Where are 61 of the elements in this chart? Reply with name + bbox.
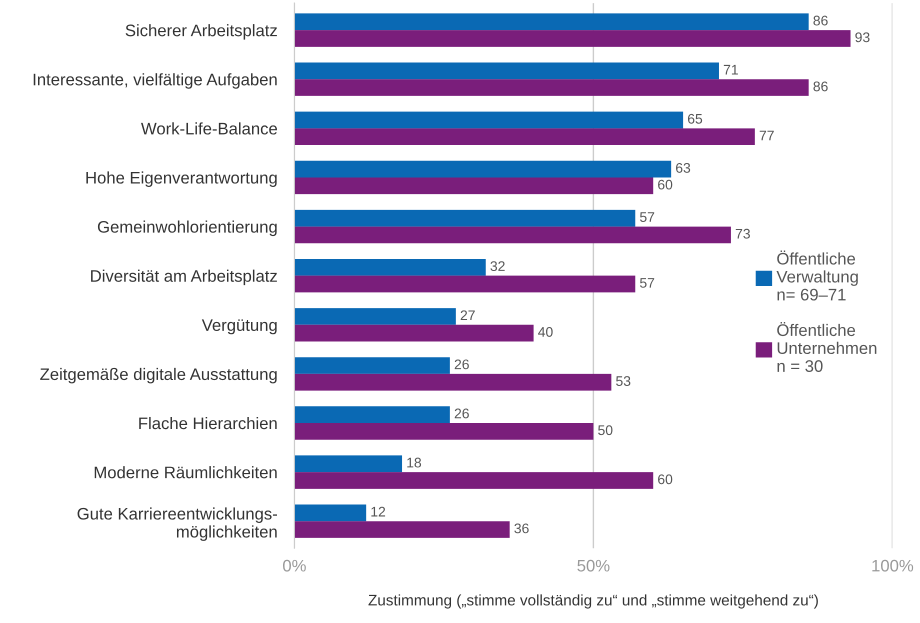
bar xyxy=(294,357,450,374)
x-tick-label: 0% xyxy=(283,560,306,572)
data-label: 50 xyxy=(598,425,612,436)
bar xyxy=(294,472,654,489)
bar xyxy=(294,79,809,96)
data-label: 32 xyxy=(490,261,505,272)
data-label: 60 xyxy=(658,474,672,484)
bar xyxy=(294,210,636,227)
y-tick-label: Zeitgemäße digitale Ausstattung xyxy=(40,368,277,384)
data-label: 12 xyxy=(371,506,386,516)
data-label: 63 xyxy=(676,163,690,173)
y-tick-label: Diversität am Arbeitsplatz xyxy=(91,270,277,286)
x-tick-label: 50% xyxy=(577,560,610,572)
y-tick-label: Flache Hierarchien xyxy=(139,416,277,430)
bar xyxy=(294,128,755,146)
bar xyxy=(294,62,719,80)
bar xyxy=(294,455,402,472)
y-tick-label: Work-Life-Balance xyxy=(141,122,277,135)
legend-label: Öffentliche Unternehmen n = 30 xyxy=(777,322,876,372)
data-label: 36 xyxy=(514,523,529,534)
y-tick-label: Moderne Räumlichkeiten xyxy=(94,466,277,478)
y-tick-label: Gute Karriereentwicklungs- möglichkeiten xyxy=(78,507,278,541)
data-label: 26 xyxy=(454,359,469,370)
data-label: 65 xyxy=(688,114,702,124)
bar xyxy=(294,226,731,244)
bar xyxy=(294,423,594,440)
data-label: 60 xyxy=(658,180,672,190)
data-label: 26 xyxy=(454,408,469,418)
bar xyxy=(294,504,366,522)
data-label: 27 xyxy=(460,310,475,320)
bar xyxy=(294,324,534,342)
y-tick-label: Vergütung xyxy=(202,319,277,334)
x-tick-label: 100% xyxy=(872,560,914,572)
x-axis-title: Zustimmung („stimme vollständig zu“ und „stimme weitgehend zu“) xyxy=(368,594,818,609)
y-tick-label: Hohe Eigenverantwortung xyxy=(86,171,277,187)
bar xyxy=(294,374,612,391)
bar xyxy=(294,13,809,30)
data-label: 86 xyxy=(813,16,828,26)
bar xyxy=(294,276,636,292)
bar xyxy=(294,406,450,424)
data-label: 93 xyxy=(855,32,870,42)
data-label: 77 xyxy=(760,130,774,140)
data-label: 57 xyxy=(640,278,654,288)
y-tick-label: Gemeinwohlorientierung xyxy=(98,220,277,236)
bar xyxy=(294,308,456,325)
y-tick-label: Sicherer Arbeitsplatz xyxy=(126,24,277,40)
legend-label: Öffentliche Verwaltung n= 69–71 xyxy=(776,250,858,301)
bar xyxy=(294,30,851,47)
data-label: 40 xyxy=(538,327,553,337)
data-label: 18 xyxy=(407,458,422,468)
data-label: 57 xyxy=(640,212,654,222)
bar xyxy=(294,160,672,178)
data-label: 73 xyxy=(736,228,750,239)
data-label: 53 xyxy=(616,376,630,386)
bar xyxy=(294,112,684,128)
bar xyxy=(294,521,510,538)
y-tick-label: Interessante, vielfältige Aufgaben xyxy=(34,73,277,89)
data-label: 71 xyxy=(724,64,738,74)
data-label: 86 xyxy=(813,81,828,92)
bar xyxy=(294,177,654,194)
bar xyxy=(294,258,486,276)
